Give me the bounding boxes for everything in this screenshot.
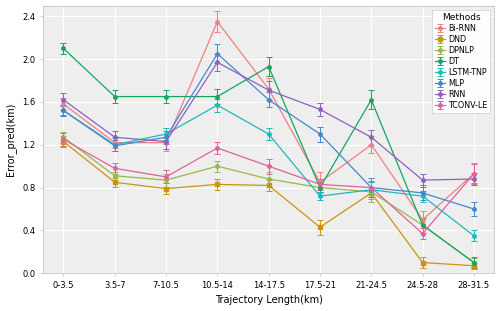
- X-axis label: Trajectory Length(km): Trajectory Length(km): [214, 295, 322, 305]
- Legend: Bi-RNN, DND, DPNLP, DT, LSTM-TNP, MLP, RNN, TCONV-LE: Bi-RNN, DND, DPNLP, DT, LSTM-TNP, MLP, R…: [432, 10, 490, 113]
- Y-axis label: Error_pred(km): Error_pred(km): [6, 103, 16, 176]
